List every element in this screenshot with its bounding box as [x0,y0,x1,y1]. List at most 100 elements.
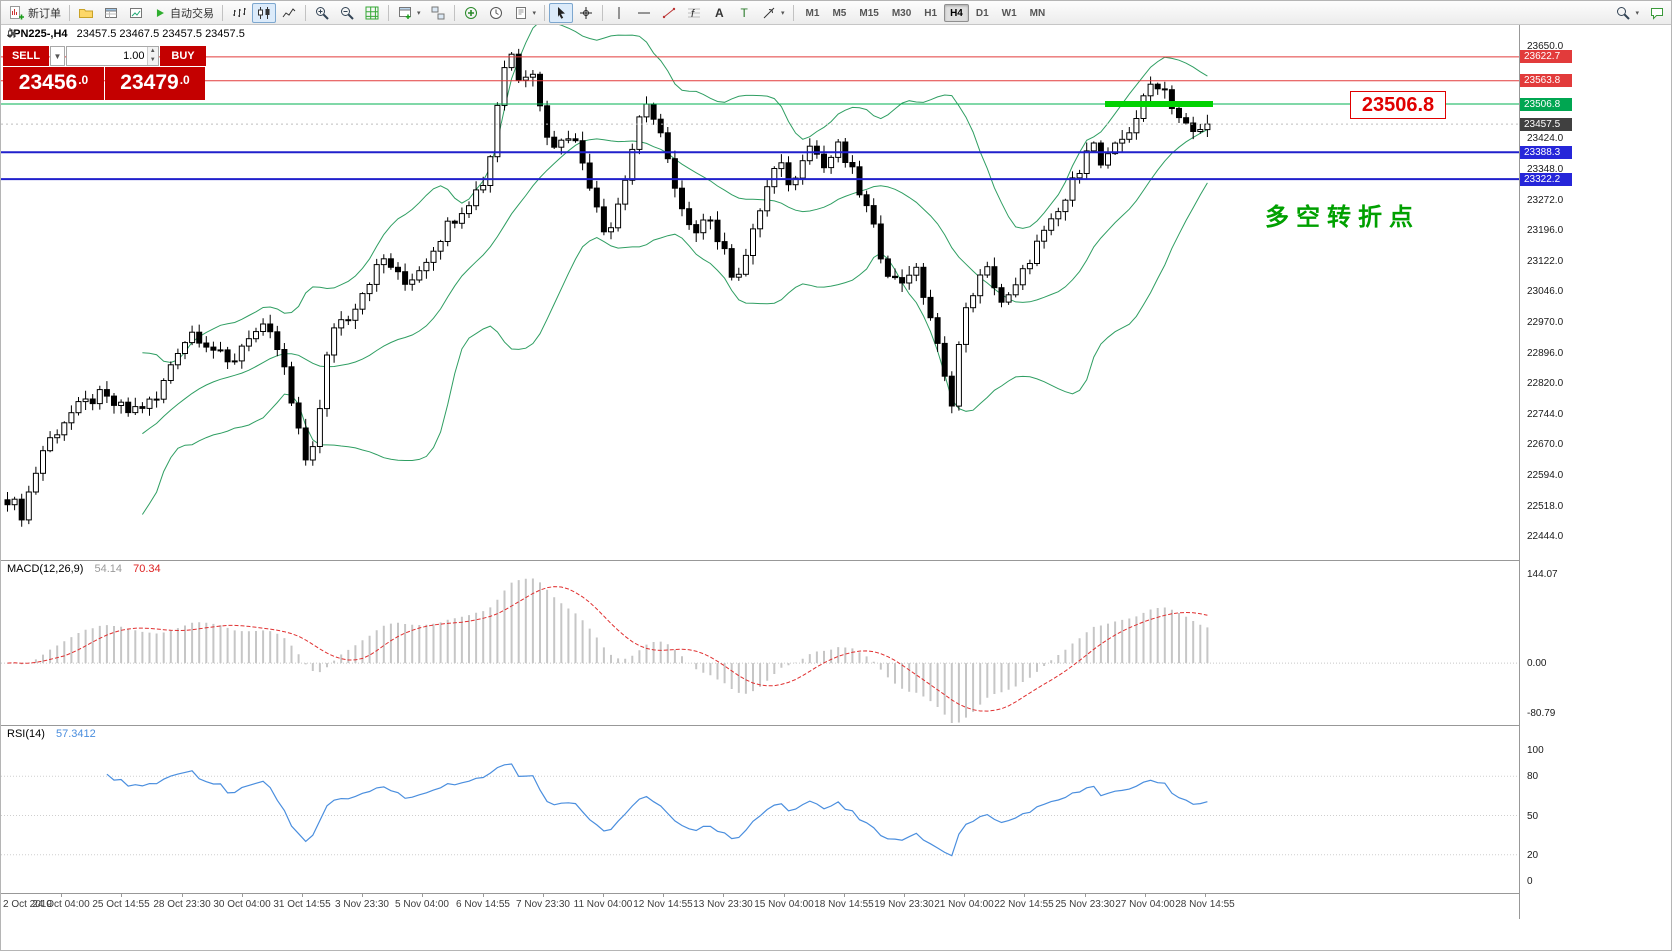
panel-separator[interactable] [1,893,1671,894]
symbol-header: JPN225-,H4 23457.5 23467.5 23457.5 23457… [7,28,245,40]
turning-point-annotation[interactable]: 多空转折点 [1265,204,1420,231]
folder-icon [79,8,93,18]
resistance-price-label[interactable]: 23506.8 [1350,91,1446,119]
periods-button[interactable] [484,3,508,23]
horizontal-line-objects[interactable] [1,56,1519,181]
time-label: 28 Oct 23:30 [153,899,211,910]
price-badge: 23388.3 [1520,146,1572,159]
label-button[interactable]: T [732,3,756,23]
label-icon: T [741,6,749,20]
time-tick [603,893,604,897]
buy-price-button[interactable]: 23479 .0 [105,67,205,100]
rsi-label: RSI(14) [7,728,45,740]
time-axis[interactable]: 2 Oct 2019 24 Oct 04:00 25 Oct 14:55 28 Oct… [1,893,1519,919]
volume-input[interactable] [67,47,147,65]
new-chart-icon [399,6,411,19]
rsi-chart[interactable] [1,725,1519,893]
trendline-button[interactable] [657,3,681,23]
data-window-button[interactable] [99,3,123,23]
time-tick [1024,893,1025,897]
new-order-label: 新订单 [28,7,61,20]
price-tick: 23424.0 [1527,133,1564,144]
grid-button[interactable] [360,3,384,23]
cursor-button[interactable] [549,2,574,23]
indicators-button[interactable] [459,3,483,23]
price-tick: 22444.0 [1527,531,1564,542]
vertical-line-button[interactable] [607,3,631,23]
time-tick [61,893,62,897]
symbol-ohlc: 23457.5 23467.5 23457.5 23457.5 [76,28,245,40]
timeframe-h4-button[interactable]: H4 [944,3,969,22]
zoom-out-icon [341,6,354,20]
chat-button[interactable] [1645,3,1669,23]
timeframe-m15-button[interactable]: M15 [859,7,879,19]
price-badge: 23563.8 [1520,74,1572,87]
search-button[interactable]: ▾ [1611,3,1643,23]
macd-tick: 0.00 [1527,658,1547,669]
sell-price-button[interactable]: 23456 .0 [3,67,104,100]
macd-panel[interactable]: MACD(12,26,9) 54.14 70.34 [1,560,1519,725]
price-tick: 22670.0 [1527,439,1564,450]
timeframe-d1-button[interactable]: D1 [975,7,989,19]
price-tick: 23348.0 [1527,164,1564,175]
horizontal-line-button[interactable] [632,3,656,23]
dropdown-caret-icon: ▾ [417,9,421,17]
timeframe-m30-button[interactable]: M30 [891,7,912,19]
timeframe-m5-button[interactable]: M5 [832,7,847,19]
bar-chart-button[interactable] [227,3,251,23]
time-tick [964,893,965,897]
time-label: 22 Nov 14:55 [994,899,1054,910]
timeframe-h1-button[interactable]: H1 [924,7,938,19]
price-axis[interactable]: 23650.0 23424.0 23348.0 23272.0 23196.0 23122… [1519,25,1671,919]
time-tick [302,893,303,897]
rsi-panel[interactable]: RSI(14) 57.3412 [1,725,1519,893]
terminal-button[interactable] [124,3,148,23]
fibonacci-button[interactable]: f [682,3,706,23]
toolbar-separator [388,4,389,21]
main-price-panel[interactable]: JPN225-,H4 23457.5 23467.5 23457.5 23457… [1,25,1519,560]
candlestick-chart-button[interactable] [252,2,276,23]
one-click-options-dropdown[interactable]: ▼ [50,46,65,66]
macd-chart[interactable] [1,560,1519,725]
symbol-candle-icon [8,28,16,38]
bollinger-bands [141,25,1208,515]
text-button[interactable]: A [707,3,731,23]
arrange-windows-button[interactable] [426,3,450,23]
time-label: 15 Nov 04:00 [754,899,814,910]
toolbar-separator [305,4,306,21]
candlestick-chart[interactable] [1,25,1519,560]
toolbar-separator [792,4,794,21]
volume-up-button[interactable]: ▲ [147,47,158,56]
time-label: 5 Nov 04:00 [395,899,449,910]
time-tick [784,893,785,897]
time-tick [543,893,544,897]
arrows-button[interactable]: ▾ [757,3,789,23]
timeframe-m1-button[interactable]: M1 [805,7,820,19]
templates-button[interactable]: ▾ [509,3,541,23]
macd-tick: 144.07 [1527,569,1558,580]
time-label: 12 Nov 14:55 [633,899,693,910]
new-order-button[interactable]: 新订单 [5,3,65,23]
time-label: 2 Oct 2019 [3,899,52,910]
zoom-in-button[interactable] [310,3,334,23]
line-chart-button[interactable] [277,3,301,23]
svg-text:T: T [741,6,749,20]
panel-separator[interactable] [1,560,1671,561]
timeframe-w1-button[interactable]: W1 [1001,7,1017,19]
sell-button[interactable]: SELL [3,46,49,66]
favorites-button[interactable] [74,3,98,23]
time-tick [1145,893,1146,897]
panel-separator[interactable] [1,725,1671,726]
timeframe-mn-button[interactable]: MN [1029,7,1046,19]
autotrading-button[interactable]: 自动交易 [149,3,218,23]
volume-down-button[interactable]: ▼ [147,56,158,65]
buy-button[interactable]: BUY [160,46,206,66]
toolbar-separator [544,4,546,21]
bull-candles [11,53,1211,521]
zoom-out-button[interactable] [335,3,359,23]
new-chart-button[interactable]: ▾ [393,3,425,23]
crosshair-button[interactable] [574,3,598,23]
volume-field-wrap: ▲ ▼ [66,46,159,66]
text-icon: A [715,6,724,20]
